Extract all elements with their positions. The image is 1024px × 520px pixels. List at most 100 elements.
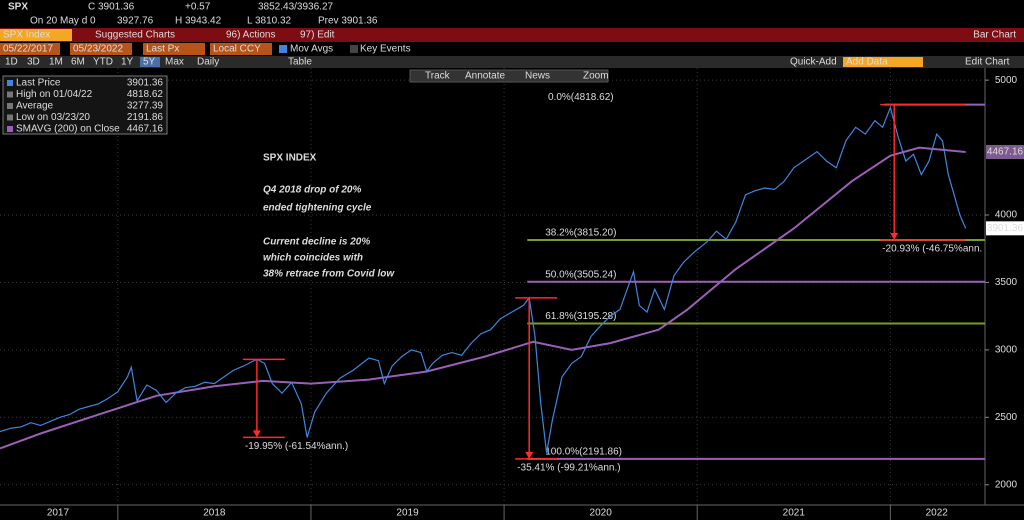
add-data-field[interactable] [843,57,923,67]
currency-select[interactable] [210,43,272,55]
low: L 3810.32 [247,16,292,27]
tool-button[interactable]: Zoom [583,71,609,82]
period-active [140,57,160,67]
tool-button[interactable]: News [525,71,550,82]
tool-button[interactable]: Track [425,71,451,82]
period-button[interactable]: YTD [93,57,113,68]
legend-name: Average [16,101,54,112]
drawdown-label: -19.95% (-61.54%ann.) [245,441,348,452]
price-tag: 3901.36 [987,223,1024,234]
chart-title: SPX INDEX [263,153,317,164]
legend-name: SMAVG (200) on Close [16,124,120,135]
x-tick-label: 2021 [783,508,806,519]
sma-tag-box [986,145,1024,160]
mov-avgs-check[interactable] [279,45,287,53]
legend-name: Last Price [16,78,61,89]
currency: Local CCY [213,44,261,55]
period-button[interactable]: 3D [27,57,40,68]
x-tick-label: 2019 [396,508,419,519]
legend-value: 2191.86 [127,112,164,123]
y-tick-label: 2000 [995,479,1018,490]
quick-add[interactable]: Quick-Add [790,57,837,68]
legend-box [2,75,168,135]
y-tick-label: 3000 [995,345,1018,356]
period-button[interactable]: 1Y [121,57,134,68]
key-events: Key Events [360,44,411,55]
legend-name: Low on 03/23/20 [16,112,90,123]
mov-avgs: Mov Avgs [290,44,333,55]
period-button[interactable]: 5Y [143,57,156,68]
price-tag-box [986,221,1024,236]
last-price: C 3901.36 [88,2,135,13]
drawdown-label: -35.41% (-99.21%ann.) [517,463,620,474]
retracement-label: 0.0%(4818.62) [548,92,614,103]
y-tick-label: 5000 [995,75,1018,86]
series-line [0,105,967,453]
chart-toolbar [409,69,609,83]
arrow-head [252,430,261,438]
right-axis [985,68,1024,505]
security-field [0,29,72,41]
actions-menu[interactable]: 96) Actions [226,30,275,41]
start-field[interactable] [0,43,60,55]
legend-name: High on 01/04/22 [16,89,93,100]
suggested-charts[interactable]: Suggested Charts [95,30,175,41]
arrow-head [890,232,899,240]
table-button[interactable]: Table [288,57,312,68]
y-tick-label: 4000 [995,210,1018,221]
ticker: SPX [8,2,28,13]
prev: Prev 3901.36 [318,16,378,27]
quote-bar [0,0,1024,28]
tool-button[interactable]: Annotate [465,71,505,82]
sma-tag: 4467.16 [987,147,1024,158]
start-date: 05/22/2017 [3,44,53,55]
legend-value: 4467.16 [127,124,164,135]
retracement-label: 100.0%(2191.86) [545,447,622,458]
legend-swatch [7,126,13,132]
legend-value: 3277.39 [127,101,164,112]
add-data: Add Data [846,57,888,68]
legend-swatch [7,114,13,121]
open: 3927.76 [117,16,154,27]
arrow-head [525,451,534,459]
x-tick-label: 2018 [203,508,226,519]
legend-swatch [7,91,13,98]
frequency[interactable]: Daily [197,57,219,68]
retracement-label: 50.0%(3505.24) [545,269,616,280]
edit-menu[interactable]: 97) Edit [300,30,335,41]
bid-ask: 3852.43/3936.27 [258,2,334,13]
legend-swatch [7,103,13,109]
period-button[interactable]: 6M [71,57,85,68]
drawdown-label: -20.93% (-46.75%ann. [882,244,982,255]
legend-swatch [7,80,13,86]
plot-area [0,68,985,505]
chart-type: Bar Chart [973,30,1016,41]
x-tick-label: 2022 [926,508,949,519]
annotation: 38% retrace from Covid low [263,269,395,280]
end-date: 05/23/2022 [73,44,123,55]
end-field[interactable] [70,43,132,55]
y-tick-label: 2500 [995,412,1018,423]
field-select[interactable] [143,43,205,55]
security: SPX Index [3,30,50,41]
tab-bar [0,28,1024,42]
x-axis-band [0,505,1024,520]
x-tick-label: 2020 [590,508,613,519]
key-events-check[interactable] [350,45,358,53]
period-bar [0,56,1024,68]
retracement-label: 38.2%(3815.20) [545,228,616,239]
high: H 3943.42 [175,16,222,27]
annotation: Current decline is 20% [263,237,370,248]
annotation: Q4 2018 drop of 20% [263,185,361,196]
legend-value: 4818.62 [127,89,164,100]
retracement-label: 61.8%(3195.28) [545,311,616,322]
edit-chart[interactable]: Edit Chart [965,57,1010,68]
field: Last Px [146,44,179,55]
annotation: ended tightening cycle [263,203,372,214]
period-button[interactable]: Max [165,57,184,68]
x-tick-label: 2017 [47,508,70,519]
change: +0.57 [185,2,211,13]
period-button[interactable]: 1D [5,57,18,68]
period-button[interactable]: 1M [49,57,63,68]
